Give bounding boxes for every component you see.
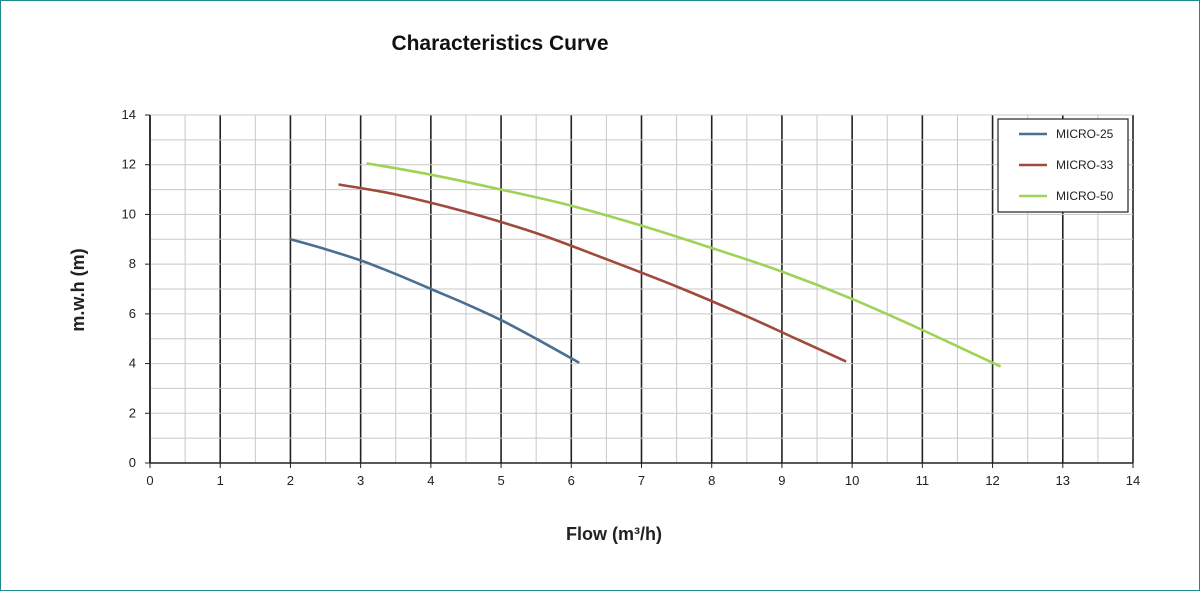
y-tick-label: 0 (129, 455, 136, 470)
grid (149, 114, 1134, 464)
y-tick-label: 6 (129, 306, 136, 321)
x-axis-label: Flow (m³/h) (566, 524, 662, 544)
legend-label: MICRO-25 (1056, 127, 1114, 141)
x-tick-label: 13 (1056, 473, 1070, 488)
y-tick-label: 10 (122, 206, 136, 221)
x-tick-label: 14 (1126, 473, 1140, 488)
x-tick-label: 8 (708, 473, 715, 488)
y-tick-label: 12 (122, 157, 136, 172)
x-tick-label: 6 (568, 473, 575, 488)
x-tick-label: 7 (638, 473, 645, 488)
x-tick-label: 10 (845, 473, 859, 488)
legend-label: MICRO-33 (1056, 158, 1114, 172)
x-tick-label: 1 (217, 473, 224, 488)
series-line-micro-25 (289, 238, 580, 364)
x-tick-label: 3 (357, 473, 364, 488)
y-tick-label: 14 (122, 107, 136, 122)
legend-label: MICRO-50 (1056, 189, 1114, 203)
x-tick-label: 12 (985, 473, 999, 488)
x-tick-label: 9 (778, 473, 785, 488)
x-tick-label: 5 (497, 473, 504, 488)
y-tick-label: 4 (129, 356, 136, 371)
series-lines (289, 162, 1001, 368)
x-tick-label: 4 (427, 473, 434, 488)
x-tick-label: 0 (146, 473, 153, 488)
y-axis-label: m.w.h (m) (68, 248, 88, 331)
x-tick-labels: 0 1 2 3 4 5 6 7 8 9 10 11 12 13 14 (146, 463, 1140, 488)
chart-title: Characteristics Curve (391, 32, 608, 55)
y-tick-label: 2 (129, 405, 136, 420)
series-line-micro-50 (366, 162, 1001, 368)
legend: MICRO-25 MICRO-33 MICRO-50 (997, 118, 1129, 213)
x-tick-label: 2 (287, 473, 294, 488)
y-tick-labels: 0 2 4 6 8 10 12 14 (122, 107, 150, 470)
x-tick-label: 11 (916, 473, 930, 488)
series-line-micro-33 (338, 183, 847, 363)
y-tick-label: 8 (129, 256, 136, 271)
